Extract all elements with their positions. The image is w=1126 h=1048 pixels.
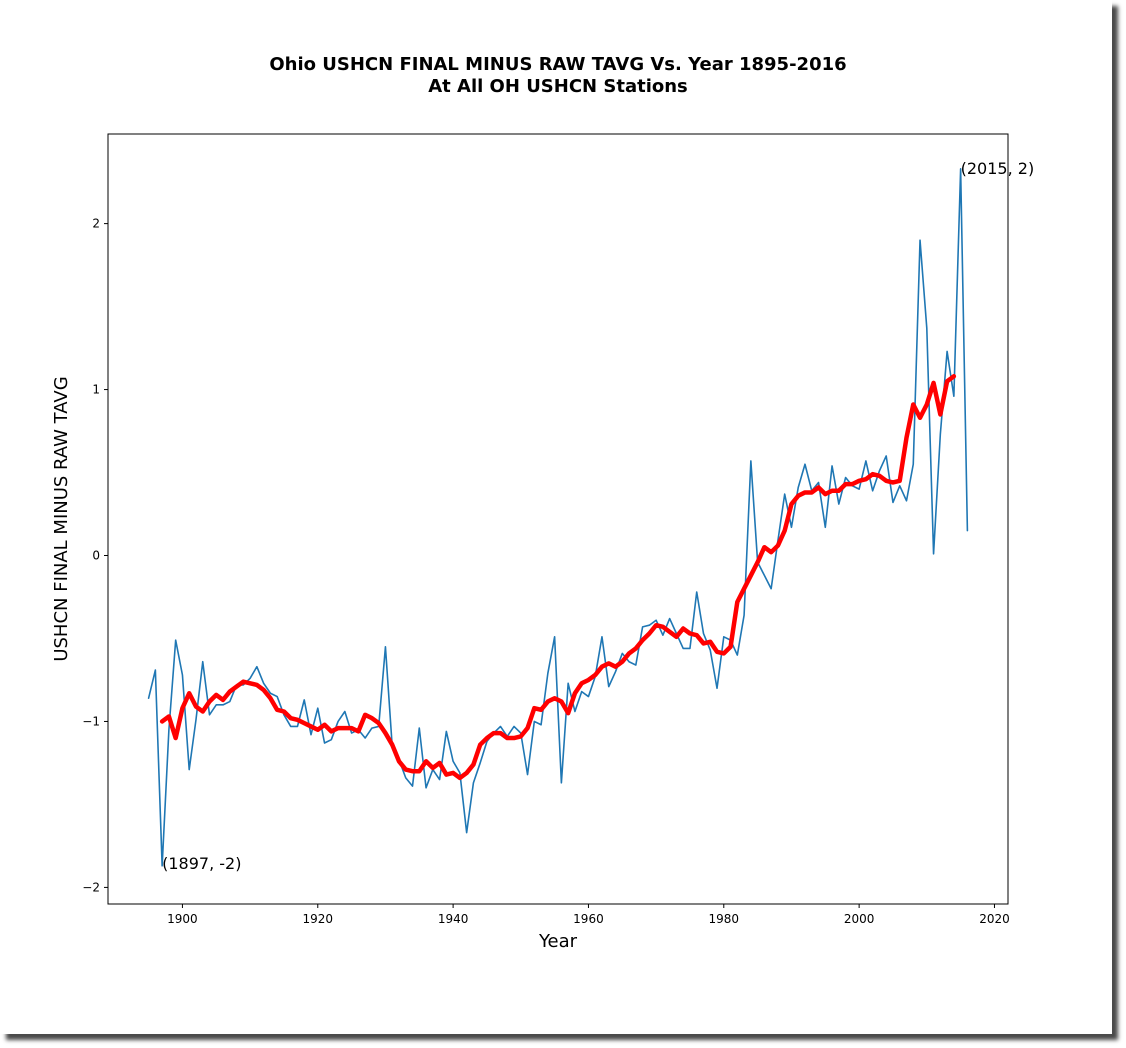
x-tick-label: 2020 (979, 912, 1010, 926)
y-tick-label: −2 (82, 880, 100, 894)
plot-area (107, 133, 1009, 905)
x-tick-label: 1940 (438, 912, 469, 926)
y-axis-label: USHCN FINAL MINUS RAW TAVG (51, 376, 72, 661)
annotations: (1897, -2) (2015, 2) (162, 159, 1034, 873)
y-tick-label: 0 (92, 549, 100, 563)
axes-frame (107, 133, 1009, 905)
point-annotation: (1897, -2) (162, 854, 241, 873)
y-tick-label: 1 (92, 383, 100, 397)
x-tick-label: 1960 (573, 912, 604, 926)
x-tick-label: 1900 (167, 912, 198, 926)
x-tick-label: 2000 (844, 912, 875, 926)
series-layer (147, 168, 969, 867)
annual-series-line (147, 168, 969, 867)
point-annotation: (2015, 2) (961, 159, 1035, 178)
smoothed-series-line (159, 374, 957, 781)
x-axis-label: Year (538, 931, 578, 952)
y-tick-label: 2 (92, 217, 100, 231)
y-tick-label: −1 (82, 714, 100, 728)
x-tick-label: 1920 (303, 912, 334, 926)
chart-title-line1: Ohio USHCN FINAL MINUS RAW TAVG Vs. Year… (269, 54, 847, 75)
chart-title: Ohio USHCN FINAL MINUS RAW TAVG Vs. Year… (0, 54, 1116, 98)
x-axis: 1900 1920 1940 1960 1980 2000 2020 (167, 904, 1010, 926)
x-tick-label: 1980 (709, 912, 740, 926)
chart-title-line2: At All OH USHCN Stations (428, 76, 688, 97)
y-axis: 2 1 0 −1 −2 (82, 217, 108, 894)
